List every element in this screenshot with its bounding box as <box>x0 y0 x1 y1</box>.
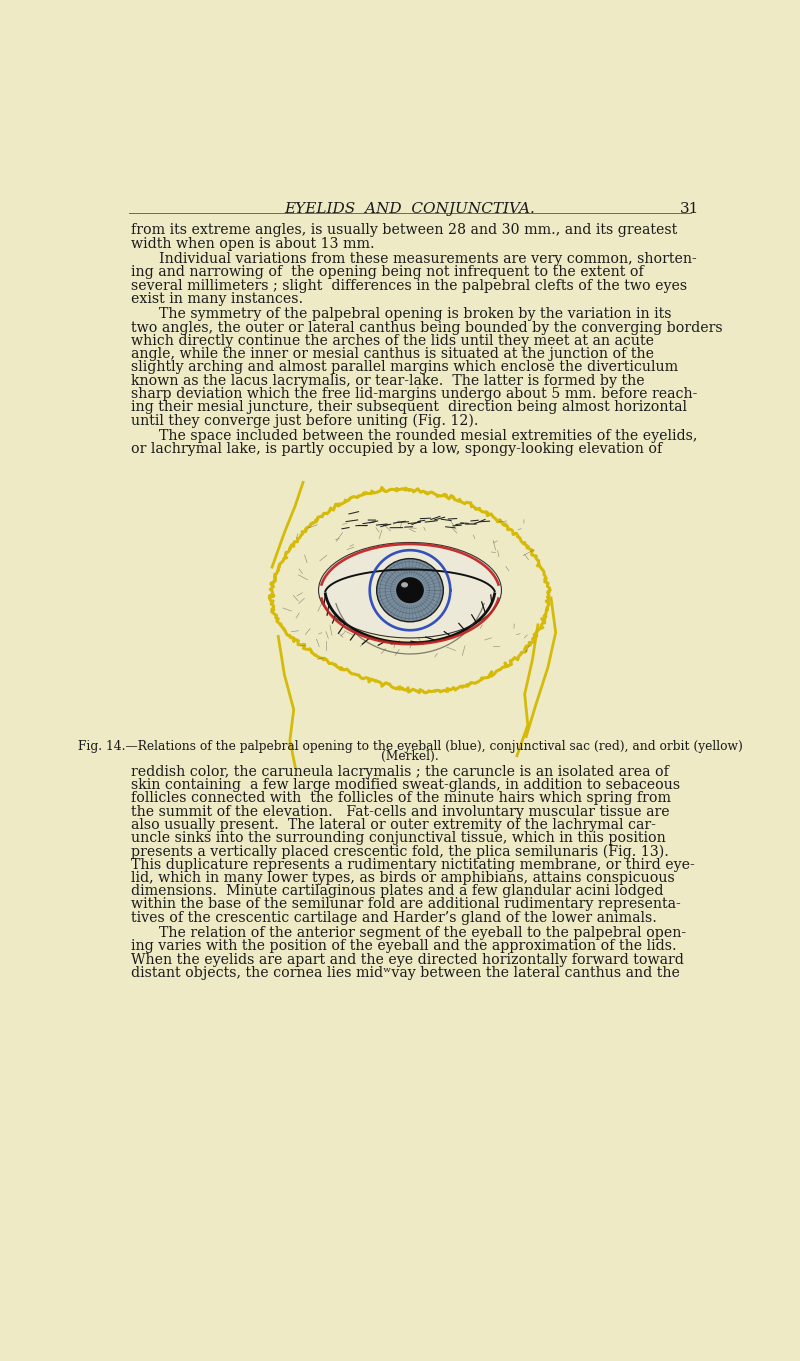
Text: Fig. 14.—Relations of the palpebral opening to the eyeball (blue), conjunctival : Fig. 14.—Relations of the palpebral open… <box>78 740 742 754</box>
Ellipse shape <box>377 558 443 622</box>
Text: skin containing  a few large modified sweat-glands, in addition to sebaceous: skin containing a few large modified swe… <box>131 778 680 792</box>
Text: When the eyelids are apart and the eye directed horizontally forward toward: When the eyelids are apart and the eye d… <box>131 953 684 966</box>
Text: also usually present.  The lateral or outer extremity of the lachrymal car-: also usually present. The lateral or out… <box>131 818 656 832</box>
Text: known as the lacus lacrymalis, or tear-lake.  The latter is formed by the: known as the lacus lacrymalis, or tear-l… <box>131 374 645 388</box>
Text: or lachrymal lake, is partly occupied by a low, spongy-looking elevation of: or lachrymal lake, is partly occupied by… <box>131 442 662 456</box>
Text: 31: 31 <box>680 201 699 216</box>
Text: lid, which in many lower types, as birds or amphibians, attains conspicuous: lid, which in many lower types, as birds… <box>131 871 674 885</box>
Text: distant objects, the cornea lies midʷvay between the lateral canthus and the: distant objects, the cornea lies midʷvay… <box>131 966 680 980</box>
Ellipse shape <box>397 578 423 603</box>
Text: presents a vertically placed crescentic fold, the plica semilunaris (Fig. 13).: presents a vertically placed crescentic … <box>131 844 669 859</box>
Text: The symmetry of the palpebral opening is broken by the variation in its: The symmetry of the palpebral opening is… <box>159 308 671 321</box>
Text: ing their mesial juncture, their subsequent  direction being almost horizontal: ing their mesial juncture, their subsequ… <box>131 400 687 414</box>
Text: EYELIDS  AND  CONJUNCTIVA.: EYELIDS AND CONJUNCTIVA. <box>285 201 535 216</box>
Text: several millimeters ; slight  differences in the palpebral clefts of the two eye: several millimeters ; slight differences… <box>131 279 687 293</box>
Text: from its extreme angles, is usually between 28 and 30 mm., and its greatest: from its extreme angles, is usually betw… <box>131 223 678 237</box>
Text: exist in many instances.: exist in many instances. <box>131 291 303 306</box>
Text: reddish color, the caruneula lacrymalis ; the caruncle is an isolated area of: reddish color, the caruneula lacrymalis … <box>131 765 669 778</box>
Text: which directly continue the arches of the lids until they meet at an acute: which directly continue the arches of th… <box>131 333 654 348</box>
Ellipse shape <box>401 583 408 588</box>
Text: slightly arching and almost parallel margins which enclose the diverticulum: slightly arching and almost parallel mar… <box>131 361 678 374</box>
Text: ing and narrowing of  the opening being not infrequent to the extent of: ing and narrowing of the opening being n… <box>131 265 644 279</box>
Text: The space included between the rounded mesial extremities of the eyelids,: The space included between the rounded m… <box>159 429 698 442</box>
Text: two angles, the outer or lateral canthus being bounded by the converging borders: two angles, the outer or lateral canthus… <box>131 321 722 335</box>
Text: The relation of the anterior segment of the eyeball to the palpebral open-: The relation of the anterior segment of … <box>159 927 686 940</box>
Text: uncle sinks into the surrounding conjunctival tissue, which in this position: uncle sinks into the surrounding conjunc… <box>131 832 666 845</box>
Text: until they converge just before uniting (Fig. 12).: until they converge just before uniting … <box>131 414 478 427</box>
Text: Individual variations from these measurements are very common, shorten-: Individual variations from these measure… <box>159 252 697 267</box>
Text: width when open is about 13 mm.: width when open is about 13 mm. <box>131 237 374 250</box>
Text: This duplicature represents a rudimentary nictitating membrane, or third eye-: This duplicature represents a rudimentar… <box>131 857 694 871</box>
Ellipse shape <box>318 543 502 638</box>
Text: (Merkel).: (Merkel). <box>381 750 439 764</box>
Text: follicles connected with  the follicles of the minute hairs which spring from: follicles connected with the follicles o… <box>131 792 671 806</box>
Text: within the base of the semilunar fold are additional rudimentary representa-: within the base of the semilunar fold ar… <box>131 897 681 912</box>
Text: the summit of the elevation.   Fat-cells and involuntary muscular tissue are: the summit of the elevation. Fat-cells a… <box>131 804 670 819</box>
Text: tives of the crescentic cartilage and Harder’s gland of the lower animals.: tives of the crescentic cartilage and Ha… <box>131 911 657 924</box>
Text: sharp deviation which the free lid-margins undergo about 5 mm. before reach-: sharp deviation which the free lid-margi… <box>131 387 698 401</box>
Text: dimensions.  Minute cartilaginous plates and a few glandular acini lodged: dimensions. Minute cartilaginous plates … <box>131 885 663 898</box>
Text: angle, while the inner or mesial canthus is situated at the junction of the: angle, while the inner or mesial canthus… <box>131 347 654 361</box>
Text: ing varies with the position of the eyeball and the approximation of the lids.: ing varies with the position of the eyeb… <box>131 939 677 954</box>
